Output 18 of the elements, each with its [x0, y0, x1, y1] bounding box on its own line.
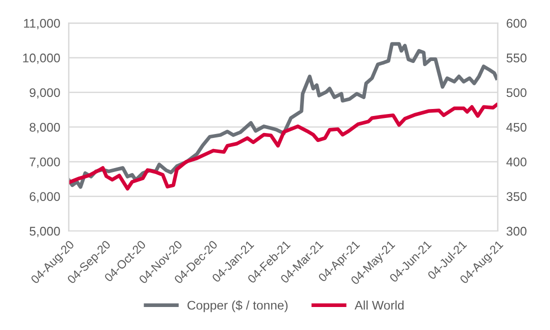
y2-tick-label: 400 — [506, 158, 526, 166]
y2-tick-label: 550 — [506, 54, 526, 62]
line-series — [68, 103, 498, 191]
y-tick-label: 7,000 — [30, 158, 60, 168]
y-tick-label: 8,000 — [30, 122, 60, 134]
legend-label: Copper ($ / tonne) — [188, 300, 288, 312]
y2-tick-label: 500 — [506, 88, 526, 98]
y-tick-label: 6,000 — [30, 192, 60, 202]
y2-tick-label: 350 — [506, 192, 526, 201]
y-tick-label: 9,000 — [30, 88, 60, 99]
legend-label: All World — [354, 300, 404, 310]
y2-tick-label: 300 — [506, 226, 526, 236]
y-tick-label: 5,000 — [30, 226, 60, 238]
y-tick-label: 10,000 — [23, 54, 60, 64]
y-tick-label: 11,000 — [24, 18, 60, 30]
y2-tick-label: 450 — [506, 122, 526, 132]
y2-tick-label: 600 — [506, 18, 526, 28]
line-series — [68, 42, 498, 189]
